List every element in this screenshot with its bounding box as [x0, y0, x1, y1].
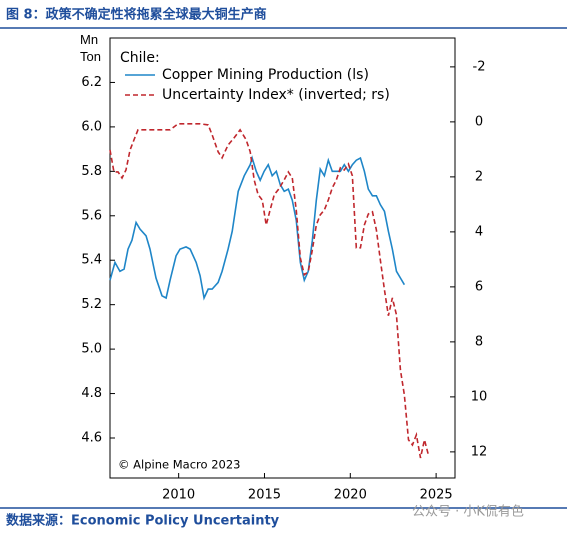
- y-tick-label: 4.6: [81, 431, 102, 446]
- y2-tick-label: 4: [475, 224, 483, 239]
- series-line: [109, 123, 430, 459]
- y-tick-label: 5.6: [81, 208, 102, 223]
- y-tick-label: 5.2: [81, 297, 102, 312]
- annotation: © Alpine Macro 2023: [118, 458, 240, 472]
- plot-frame: [109, 37, 456, 479]
- chart-title: 图 8：政策不确定性将拖累全球最大铜生产商: [6, 7, 267, 23]
- y-tick-label: 6.2: [81, 75, 102, 90]
- y2-tick-label: 0: [475, 114, 483, 129]
- y-axis-label: Mn Ton: [80, 32, 101, 64]
- y-tick-label: 4.8: [81, 386, 102, 401]
- y2-tick-label: 8: [475, 334, 483, 349]
- y-tick-label: 6.0: [81, 119, 102, 134]
- x-tick-label: 2015: [248, 488, 281, 503]
- y-tick-label: 5.8: [81, 164, 102, 179]
- legend-label: Copper Mining Production (ls): [162, 67, 369, 83]
- y2-tick-label: 10: [471, 389, 488, 404]
- y2-tick-label: 12: [471, 444, 488, 459]
- legend-label: Uncertainty Index* (inverted; rs): [162, 87, 390, 103]
- y-tick-label: 5.4: [81, 253, 102, 268]
- y2-tick-label: -2: [473, 59, 486, 74]
- x-tick-label: 2020: [334, 488, 367, 503]
- legend-title: Chile:: [120, 50, 160, 66]
- x-tick-label: 2010: [162, 488, 195, 503]
- y-tick-label: 5.0: [81, 342, 102, 357]
- y2-tick-label: 2: [475, 169, 483, 184]
- watermark: 公众号 · 小K侃有色: [412, 504, 524, 520]
- series-line: [109, 155, 406, 301]
- y2-tick-label: 6: [475, 279, 483, 294]
- source: 数据来源：Economic Policy Uncertainty: [6, 513, 280, 529]
- x-tick-label: 2025: [420, 488, 453, 503]
